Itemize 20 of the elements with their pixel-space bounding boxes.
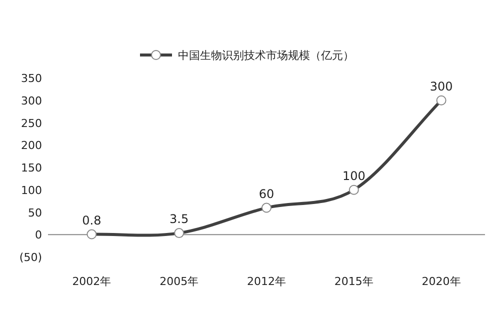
y-tick-label: 50 (28, 206, 42, 220)
x-tick-label: 2020年 (422, 275, 461, 288)
y-tick-label: 250 (21, 116, 42, 130)
data-label: 0.8 (82, 213, 102, 228)
x-tick-label: 2015年 (334, 275, 374, 288)
y-tick-label: 200 (21, 139, 42, 152)
x-tick-label: 2012年 (247, 275, 286, 288)
y-tick-label: 300 (21, 94, 42, 108)
y-tick-label: 100 (21, 184, 42, 197)
data-label: 3.5 (170, 212, 189, 226)
data-label: 100 (342, 168, 366, 183)
y-tick-label: 350 (21, 72, 42, 85)
data-label: 60 (258, 186, 274, 201)
x-tick-label: 2005年 (160, 275, 199, 288)
data-label: 300 (430, 79, 453, 94)
y-tick-label: 150 (21, 162, 42, 174)
y-tick-label: 0 (35, 228, 42, 242)
legend-label: 中国生物识别技术市场规模（亿元） (178, 49, 354, 62)
y-tick-label: (50) (19, 251, 42, 264)
x-tick-label: 2002年 (72, 275, 112, 288)
